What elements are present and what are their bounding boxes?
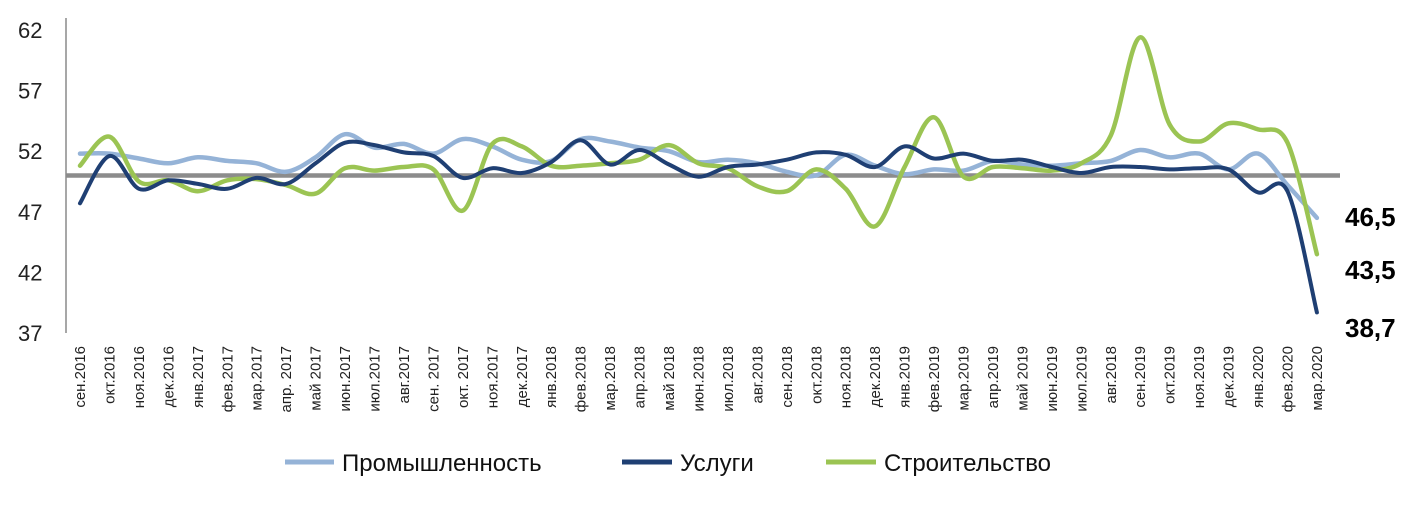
- y-tick-label: 52: [18, 139, 42, 164]
- x-tick-label: мар.2017: [249, 346, 266, 411]
- end-labels-group: 46,5 38,7 43,5: [1345, 202, 1396, 343]
- legend-item-services: Услуги: [622, 450, 754, 477]
- x-tick-label: сен.2018: [779, 346, 796, 408]
- x-tick-label: окт.2019: [1162, 346, 1179, 404]
- end-label-construction: 43,5: [1345, 255, 1396, 285]
- x-tick-label: янв.2019: [897, 346, 914, 408]
- x-tick-label: авг.2018: [749, 346, 766, 404]
- x-tick-label: июл.2018: [720, 346, 737, 412]
- x-tick-label: июл.2019: [1073, 346, 1090, 412]
- end-label-services: 38,7: [1345, 313, 1396, 343]
- x-tick-label: сен.2016: [72, 346, 89, 408]
- y-tick-label: 37: [18, 321, 42, 346]
- series-group: [77, 35, 1320, 315]
- y-tick-label: 42: [18, 260, 42, 285]
- legend-item-industry: Промышленность: [285, 450, 542, 477]
- x-tick-label: авг.2018: [1103, 346, 1120, 404]
- x-tick-label: мар.2018: [602, 346, 619, 411]
- x-tick-label: окт. 2017: [455, 346, 472, 408]
- x-tick-label: июн.2018: [690, 346, 707, 411]
- x-tick-label: янв.2018: [543, 346, 560, 408]
- x-tick-label: фев.2020: [1279, 346, 1296, 412]
- x-tick-label: дек.2017: [514, 346, 531, 407]
- x-tick-label: апр.2019: [985, 346, 1002, 408]
- x-tick-label: янв.2017: [190, 346, 207, 408]
- legend-label: Промышленность: [342, 450, 542, 477]
- x-tick-label: дек.2016: [160, 346, 177, 407]
- x-tick-label: июн.2019: [1044, 346, 1061, 411]
- x-tick-label: сен.2019: [1132, 346, 1149, 408]
- x-tick-label: ноя.2018: [838, 346, 855, 408]
- x-tick-label: сен. 2017: [425, 346, 442, 412]
- x-tick-label: фев.2018: [573, 346, 590, 412]
- series-line-construction: [77, 35, 1320, 257]
- x-tick-label: янв.2020: [1250, 346, 1267, 408]
- x-tick-label: дек.2018: [867, 346, 884, 407]
- end-label-industry: 46,5: [1345, 202, 1396, 232]
- x-tick-label: мар.2019: [956, 346, 973, 411]
- legend-label: Услуги: [680, 450, 754, 477]
- y-tick-label: 57: [18, 79, 42, 104]
- x-tick-label: апр.2018: [632, 346, 649, 408]
- x-tick-label: дек.2019: [1221, 346, 1238, 407]
- series-line-services: [78, 138, 1319, 315]
- x-tick-label: окт.2018: [808, 346, 825, 404]
- x-tick-label: май 2018: [661, 346, 678, 411]
- x-tick-label: май 2017: [308, 346, 325, 411]
- x-tick-label: май 2019: [1014, 346, 1031, 411]
- x-tick-label: апр. 2017: [278, 346, 295, 413]
- x-axis: сен.2016 окт.2016 ноя.2016 дек.2016 янв.2017…: [72, 346, 1326, 413]
- legend-label: Строительство: [884, 450, 1051, 477]
- y-tick-label: 47: [18, 200, 42, 225]
- legend-item-construction: Строительство: [826, 450, 1051, 477]
- x-tick-label: ноя.2019: [1191, 346, 1208, 408]
- x-tick-label: июн.2017: [337, 346, 354, 411]
- x-tick-label: ноя.2016: [131, 346, 148, 408]
- x-tick-label: ноя.2017: [484, 346, 501, 408]
- y-tick-label: 62: [18, 18, 42, 43]
- y-axis: 37 42 47 52 57 62: [18, 18, 67, 346]
- x-tick-label: фев.2017: [219, 346, 236, 412]
- x-tick-label: июл.2017: [367, 346, 384, 412]
- legend: Промышленность Услуги Строительство: [285, 450, 1051, 477]
- x-tick-label: окт.2016: [101, 346, 118, 404]
- x-tick-label: мар.2020: [1309, 346, 1326, 411]
- x-tick-label: фев.2019: [926, 346, 943, 412]
- x-tick-label: авг.2017: [396, 346, 413, 404]
